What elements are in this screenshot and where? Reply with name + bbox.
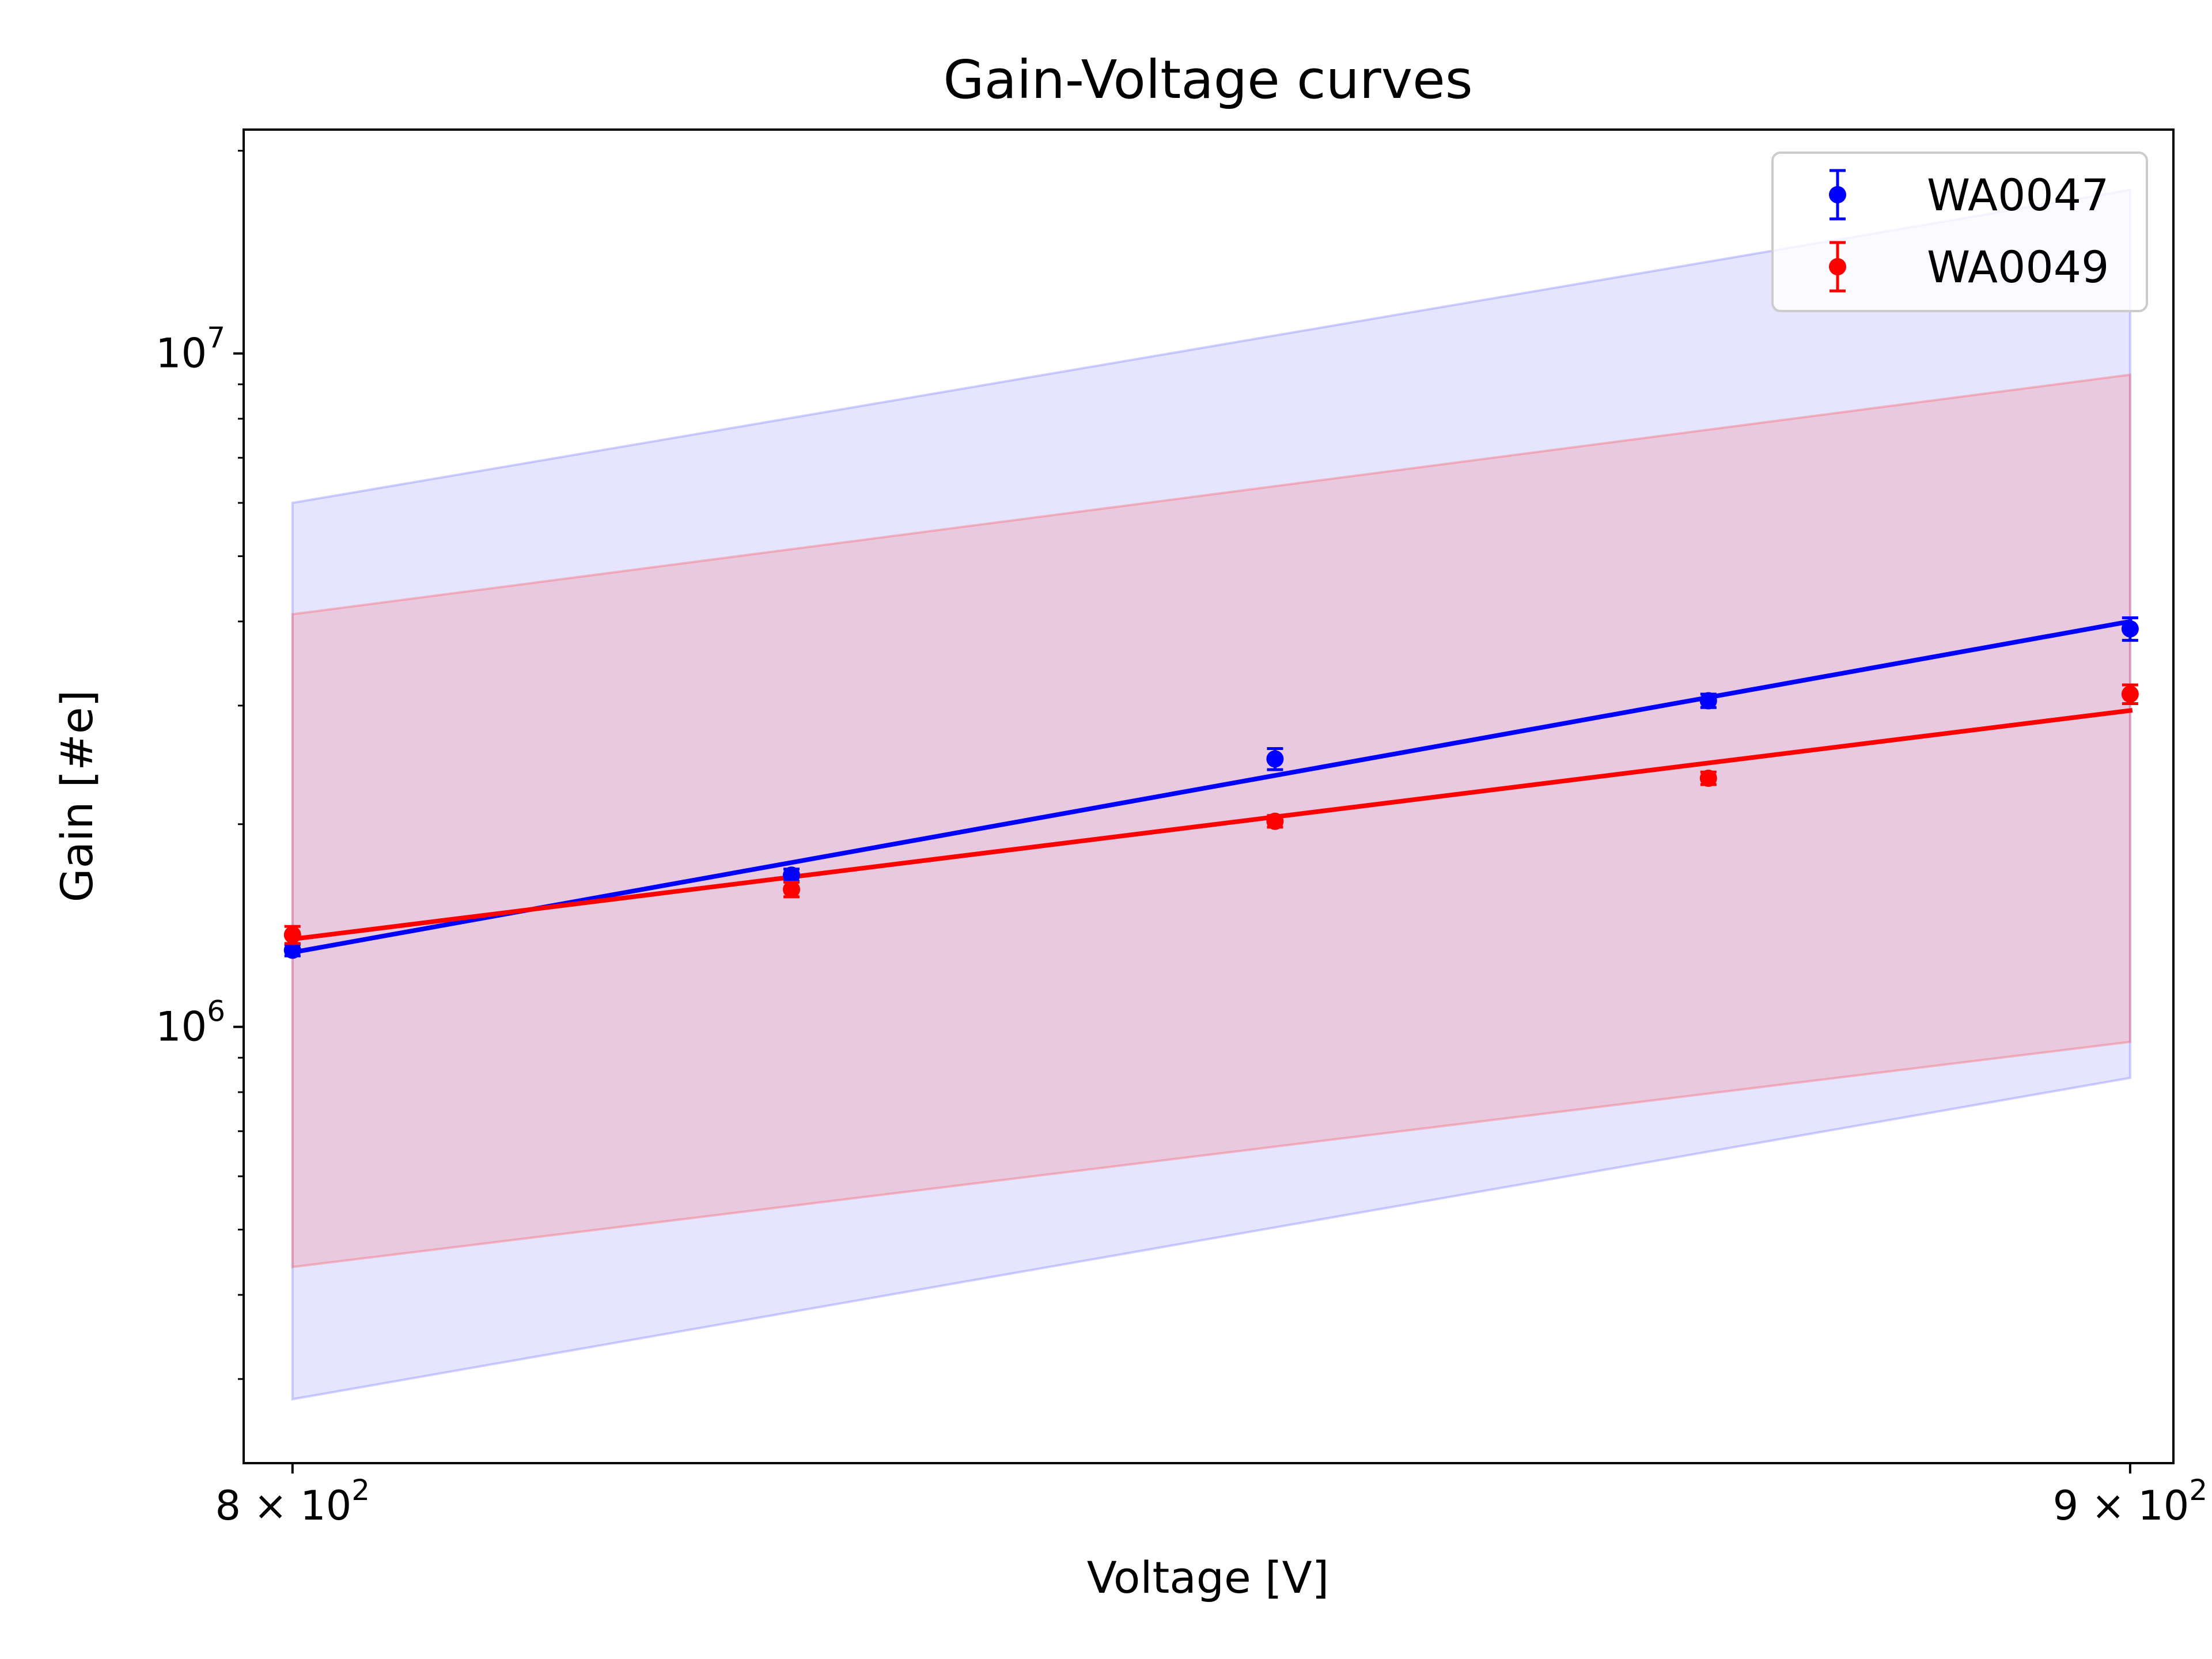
data-point-WA0047 — [1266, 750, 1284, 768]
data-point-WA0049 — [283, 926, 301, 944]
confidence-bands — [291, 188, 2131, 1401]
data-point-WA0047 — [783, 866, 801, 884]
fit-line-WA0049 — [290, 707, 2133, 942]
plot-frame — [243, 128, 2175, 1464]
confidence-band-WA0049 — [291, 373, 2131, 1268]
fit-line-WA0047 — [290, 619, 2133, 956]
legend-marker-point — [1829, 186, 1846, 203]
chart-title: Gain-Voltage curves — [943, 49, 1472, 111]
y-axis-label: Gain [#e] — [51, 690, 103, 903]
x-axis-label: Voltage [V] — [1087, 1552, 1330, 1603]
data-point-WA0049 — [1699, 770, 1717, 787]
data-point-WA0049 — [2121, 685, 2139, 703]
legend-frame — [1771, 151, 2148, 312]
data-point-WA0047 — [1699, 692, 1717, 710]
legend-label: WA0049 — [1927, 241, 2109, 293]
x-axis-ticks: 8 × 102 9 × 102 — [215, 1463, 2207, 1529]
x-tick-label: 8 × 102 — [215, 1474, 370, 1529]
fit-lines — [290, 619, 2133, 956]
data-points — [283, 616, 2139, 959]
data-point-WA0049 — [1266, 812, 1284, 830]
legend-label: WA0047 — [1927, 169, 2109, 221]
y-axis-ticks: 106 107 — [156, 150, 244, 1380]
x-tick-label: 9 × 102 — [2053, 1474, 2208, 1529]
y-tick-label: 107 — [156, 321, 225, 377]
confidence-band-WA0047 — [291, 188, 2131, 1401]
y-tick-label: 106 — [156, 995, 225, 1051]
data-point-WA0047 — [2121, 620, 2139, 638]
legend: WA0047 WA0049 — [1771, 151, 2148, 312]
data-point-WA0047 — [283, 941, 301, 959]
legend-marker-point — [1829, 258, 1846, 275]
data-point-WA0049 — [783, 881, 801, 899]
